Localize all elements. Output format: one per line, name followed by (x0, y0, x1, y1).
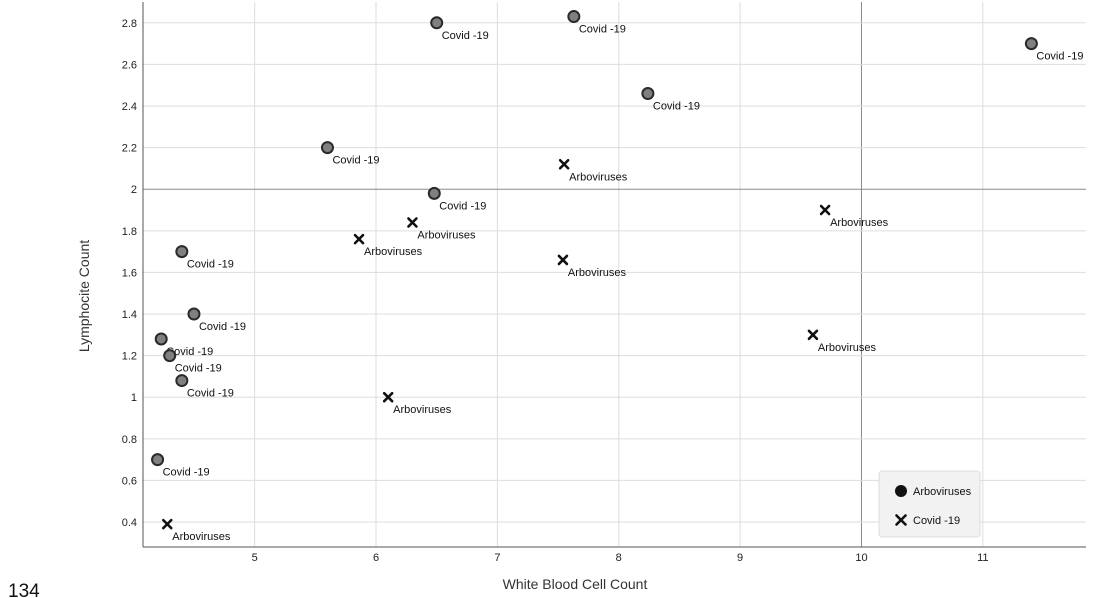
circle-point (320, 141, 334, 155)
y-tick-label: 1 (131, 392, 137, 404)
x-tick-label: 5 (252, 552, 258, 564)
point-label: Covid -19 (439, 200, 486, 212)
x-marker-stroke (382, 391, 394, 403)
circle-point (187, 307, 201, 321)
x-marker-stroke (557, 254, 569, 266)
x-marker (819, 204, 831, 216)
y-tick-label: 1.4 (122, 309, 137, 321)
x-tick-label: 6 (373, 552, 379, 564)
x-marker (161, 518, 173, 530)
x-marker (407, 217, 418, 228)
x-axis-label: White Blood Cell Count (503, 576, 648, 592)
y-tick-label: 2 (131, 184, 137, 196)
grid-lines (143, 2, 1086, 547)
tick-labels: 5 6 7 8 9 10 11 0.4 0.6 0.8 1 1.2 1.4 1.6 1.8 2 2.2 2.4 2.… (122, 18, 989, 564)
circle-point (151, 453, 165, 467)
x-marker (558, 158, 570, 170)
y-tick-label: 1.8 (122, 226, 137, 238)
x-marker (382, 391, 394, 403)
x-tick-label: 9 (737, 552, 743, 564)
legend: Arboviruses Covid -19 (878, 470, 981, 538)
point-label: Covid -19 (187, 388, 234, 400)
x-marker-stroke (819, 204, 831, 216)
point-label: Arboviruses (569, 171, 628, 183)
y-tick-label: 0.6 (122, 475, 137, 487)
y-tick-label: 2.2 (122, 143, 137, 155)
circle-point (175, 245, 189, 259)
x-marker (557, 254, 569, 266)
x-marker-stroke (161, 518, 173, 530)
x-tick-label: 10 (855, 552, 867, 564)
point-label: Covid -19 (579, 24, 626, 36)
data-points: Covid -19 Covid -19 Covid -19 Covid -19 Covi… (151, 10, 1083, 543)
circle-point (427, 186, 441, 200)
point-label: Covid -19 (166, 346, 213, 358)
x-marker (353, 233, 365, 245)
x-marker (895, 514, 907, 526)
x-marker-stroke (807, 329, 819, 341)
axes (142, 2, 1086, 548)
y-tick-label: 1.2 (122, 351, 137, 363)
circle-point (641, 87, 655, 101)
circle-point (430, 16, 444, 30)
y-tick-label: 0.4 (122, 517, 137, 529)
legend-label: Covid -19 (913, 515, 960, 527)
legend-label: Arboviruses (913, 486, 972, 498)
x-marker (807, 329, 819, 341)
y-tick-label: 2.8 (122, 18, 137, 30)
point-label: Covid -19 (653, 101, 700, 113)
point-label: Arboviruses (568, 267, 627, 279)
x-marker-stroke (558, 158, 570, 170)
point-label: Covid -19 (175, 363, 222, 375)
point-label: Covid -19 (199, 321, 246, 333)
x-tick-label: 11 (977, 552, 988, 564)
y-axis-label: Lymphocite Count (76, 240, 92, 352)
x-tick-label: 7 (494, 552, 500, 564)
point-label: Covid -19 (1036, 51, 1083, 63)
point-label: Arboviruses (818, 342, 877, 354)
y-tick-label: 1.6 (122, 267, 137, 279)
point-label: Arboviruses (172, 531, 231, 543)
y-tick-label: 2.6 (122, 59, 137, 71)
x-marker-stroke (407, 217, 418, 228)
circle-point (163, 349, 177, 363)
point-label: Arboviruses (393, 404, 452, 416)
circle-point (567, 10, 581, 24)
x-tick-label: 8 (616, 552, 622, 564)
circle-point (175, 374, 189, 388)
page-number: 134 (8, 581, 40, 598)
circle-point (154, 332, 168, 346)
point-label: Covid -19 (332, 155, 379, 167)
point-label: Arboviruses (830, 217, 889, 229)
point-label: Covid -19 (442, 30, 489, 42)
x-marker-stroke (895, 514, 907, 526)
point-label: Covid -19 (163, 467, 210, 479)
point-label: Arboviruses (364, 246, 423, 258)
x-marker-stroke (353, 233, 365, 245)
legend-circle-icon (895, 485, 907, 497)
y-tick-label: 2.4 (122, 101, 137, 113)
point-label: Arboviruses (417, 229, 476, 241)
circle-point (1024, 37, 1038, 51)
legend-box (878, 470, 981, 538)
point-label: Covid -19 (187, 259, 234, 271)
y-tick-label: 0.8 (122, 434, 137, 446)
